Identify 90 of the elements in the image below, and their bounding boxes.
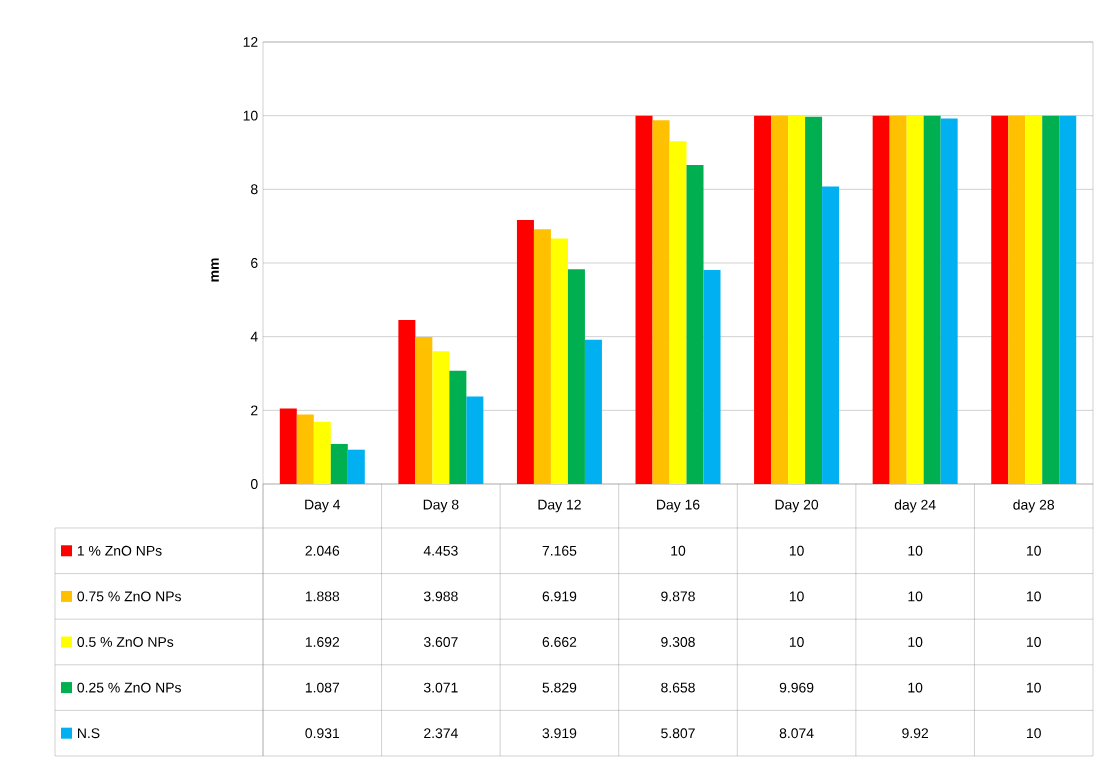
y-tick-label: 4 bbox=[250, 331, 258, 342]
data-label: 2.374 bbox=[424, 728, 458, 739]
data-label: 10 bbox=[908, 545, 923, 556]
x-tick-label: day 24 bbox=[894, 499, 936, 513]
legend-label: 0.5 % ZnO NPs bbox=[77, 637, 174, 647]
y-tick-label: 0 bbox=[250, 479, 258, 489]
data-label: 2.046 bbox=[305, 545, 340, 556]
y-tick-label: 8 bbox=[251, 184, 258, 195]
bar bbox=[533, 229, 551, 484]
x-tick-label: Day 8 bbox=[423, 499, 459, 513]
data-label: 5.829 bbox=[542, 682, 577, 693]
bar bbox=[516, 220, 534, 484]
bar bbox=[940, 118, 958, 484]
bar bbox=[788, 115, 806, 484]
y-tick-label: 6 bbox=[251, 258, 258, 268]
data-label: 5.807 bbox=[661, 728, 695, 739]
data-label: 10 bbox=[1027, 728, 1041, 739]
data-label: 10 bbox=[789, 591, 804, 602]
data-label: 9.878 bbox=[661, 591, 695, 602]
bar bbox=[1059, 115, 1077, 484]
bar bbox=[805, 116, 823, 484]
bar bbox=[466, 396, 484, 484]
bar bbox=[330, 443, 348, 484]
bar bbox=[415, 337, 433, 484]
legend-label: 0.25 % ZnO NPs bbox=[77, 682, 181, 693]
data-label: 6.662 bbox=[542, 637, 577, 647]
bar bbox=[906, 115, 924, 484]
data-label: 9.969 bbox=[779, 682, 814, 693]
bar bbox=[584, 339, 602, 484]
bar bbox=[754, 115, 772, 484]
y-tick-label: 2 bbox=[251, 405, 258, 416]
bar bbox=[449, 370, 467, 484]
bar bbox=[1008, 115, 1026, 484]
data-label: 1.087 bbox=[305, 682, 340, 693]
bar bbox=[872, 115, 890, 484]
bar bbox=[279, 408, 297, 484]
legend-label: 1 % ZnO NPs bbox=[77, 545, 162, 556]
data-label: 3.607 bbox=[423, 637, 458, 647]
bar bbox=[1025, 115, 1043, 484]
data-label: 10 bbox=[908, 637, 923, 647]
y-tick-label: 12 bbox=[243, 37, 258, 47]
x-tick-label: Day 20 bbox=[775, 499, 819, 513]
data-label: 6.919 bbox=[542, 591, 577, 602]
bar bbox=[923, 115, 941, 484]
data-label: 10 bbox=[789, 545, 804, 556]
x-tick-label: day 28 bbox=[1013, 499, 1055, 513]
bar bbox=[703, 270, 721, 484]
data-label: 10 bbox=[789, 637, 804, 647]
bar bbox=[313, 421, 331, 484]
data-label: 8.658 bbox=[661, 682, 695, 693]
y-tick-label: 10 bbox=[243, 110, 258, 121]
bar bbox=[296, 414, 314, 484]
data-label: 10 bbox=[671, 545, 686, 556]
bar bbox=[567, 269, 585, 484]
data-label: 9.308 bbox=[661, 637, 695, 647]
data-label: 3.919 bbox=[542, 728, 577, 739]
data-label: 10 bbox=[1027, 545, 1041, 556]
legend-label: N.S bbox=[78, 728, 100, 739]
bar bbox=[432, 351, 450, 484]
x-tick-label: Day 16 bbox=[657, 499, 700, 513]
bar bbox=[991, 115, 1009, 484]
bar bbox=[889, 115, 907, 484]
data-label: 1.692 bbox=[305, 637, 340, 647]
data-label: 9.92 bbox=[902, 728, 929, 739]
bar bbox=[686, 165, 704, 484]
bar bbox=[347, 449, 365, 484]
data-label: 0.931 bbox=[305, 728, 340, 739]
data-label: 8.074 bbox=[779, 728, 814, 739]
bar bbox=[771, 115, 789, 484]
data-label: 10 bbox=[1027, 637, 1041, 647]
bar bbox=[1042, 115, 1060, 484]
data-label: 10 bbox=[1027, 682, 1041, 693]
y-axis-title: mm bbox=[211, 258, 219, 282]
data-label: 3.988 bbox=[423, 591, 458, 602]
bar bbox=[550, 238, 568, 484]
data-label: 10 bbox=[1027, 591, 1041, 602]
data-label: 3.071 bbox=[423, 682, 458, 693]
data-label: 1.888 bbox=[305, 591, 340, 602]
data-label: 10 bbox=[908, 682, 923, 693]
x-tick-label: Day 4 bbox=[305, 499, 341, 513]
legend-label: 0.75 % ZnO NPs bbox=[77, 591, 181, 602]
bar bbox=[652, 120, 670, 484]
data-label: 10 bbox=[908, 591, 923, 602]
bar bbox=[669, 141, 687, 484]
bar bbox=[822, 186, 840, 484]
data-label: 7.165 bbox=[542, 545, 577, 556]
x-tick-label: Day 12 bbox=[538, 499, 581, 513]
bar bbox=[635, 115, 653, 484]
bar bbox=[398, 319, 416, 484]
data-label: 4.453 bbox=[423, 545, 458, 556]
